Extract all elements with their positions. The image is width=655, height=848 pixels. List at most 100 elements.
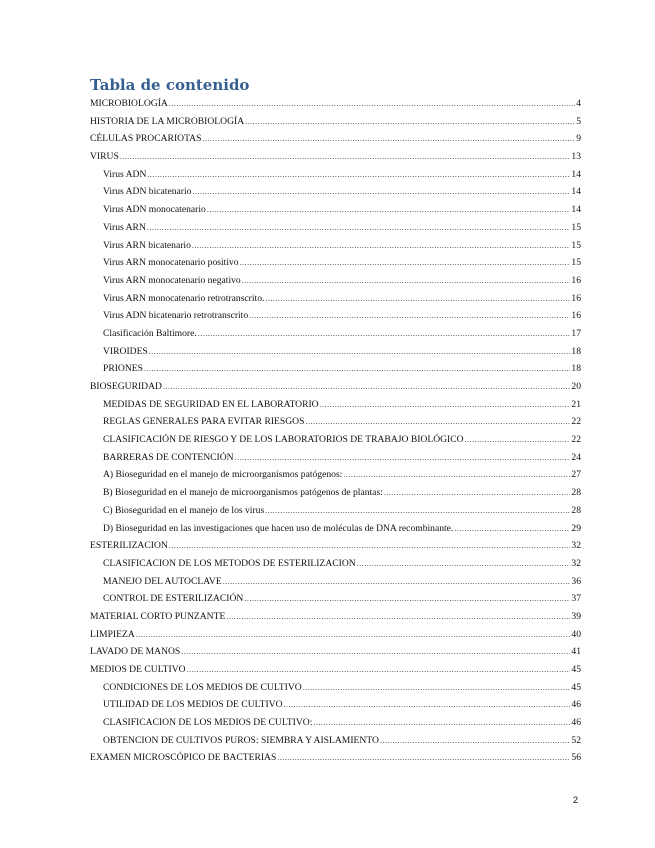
toc-entry[interactable]: Virus ARN monocatenario negativo 16: [90, 272, 581, 290]
toc-entry[interactable]: Virus ADN bicatenario retrotranscrito 16: [90, 307, 581, 325]
toc-entry-title: CLASIFICACION DE LOS METODOS DE ESTERILI…: [103, 557, 356, 569]
dot-leader: [284, 696, 571, 714]
toc-entry[interactable]: Virus ARN monocatenario positivo 15: [90, 254, 581, 272]
dot-leader: [147, 166, 570, 184]
toc-entry-page: 14: [571, 186, 581, 198]
toc-entry[interactable]: MICROBIOLOGÍA 4: [90, 95, 581, 113]
toc-entry-title: Virus ADN bicatenario retrotranscrito: [103, 310, 249, 322]
toc-entry-title: Virus ADN bicatenario: [103, 186, 192, 198]
toc-entry[interactable]: VIRUS 13: [90, 148, 581, 166]
toc-entry-page: 28: [571, 504, 581, 516]
toc-entry-title: UTILIDAD DE LOS MEDIOS DE CULTIVO: [103, 699, 283, 711]
toc-entry-page: 14: [571, 168, 581, 180]
toc-entry-title: C) Bioseguridad en el manejo de los viru…: [103, 504, 265, 516]
toc-entry-title: Virus ADN monocatenario: [103, 204, 206, 216]
toc-entry[interactable]: BARRERAS DE CONTENCIÓN 24: [90, 449, 581, 467]
toc-entry[interactable]: Virus ADN monocatenario 14: [90, 201, 581, 219]
toc-entry-title: MICROBIOLOGÍA: [90, 98, 168, 109]
toc-entry[interactable]: Virus ADN 14: [90, 166, 581, 184]
dot-leader: [242, 272, 571, 290]
toc-entry[interactable]: B) Bioseguridad en el manejo de microorg…: [90, 484, 581, 502]
toc-entry-title: Virus ARN bicatenario: [103, 239, 191, 251]
toc-entry-page: 41: [571, 646, 581, 658]
toc-entry-page: 56: [571, 752, 581, 764]
toc-entry[interactable]: VIROIDES 18: [90, 343, 581, 361]
toc-entry-page: 32: [571, 540, 581, 552]
toc-entry-page: 40: [571, 628, 581, 640]
dot-leader: [163, 378, 570, 396]
toc-entry-title: LIMPIEZA: [90, 628, 135, 640]
toc-entry-page: 45: [571, 681, 581, 693]
dot-leader: [147, 219, 571, 237]
toc-entry-title: CONDICIONES DE LOS MEDIOS DE CULTIVO: [103, 681, 302, 693]
toc-entry[interactable]: MEDIOS DE CULTIVO 45: [90, 661, 581, 679]
toc-entry[interactable]: Clasificación Baltimore. 17: [90, 325, 581, 343]
toc-entry[interactable]: MANEJO DEL AUTOCLAVE 36: [90, 573, 581, 591]
toc-entry-page: 13: [571, 151, 581, 163]
toc-entry-title: CLASIFICACION DE LOS MEDIOS DE CULTIVO:: [103, 717, 313, 729]
toc-entry[interactable]: CLASIFICACION DE LOS MEDIOS DE CULTIVO: 4…: [90, 714, 581, 732]
toc-entry-page: 22: [571, 434, 581, 446]
toc-entry-page: 24: [571, 451, 581, 463]
toc-entry-title: MANEJO DEL AUTOCLAVE: [103, 575, 222, 587]
toc-entry-page: 39: [571, 610, 581, 622]
toc-entry-title: CLASIFICACIÓN DE RIESGO Y DE LOS LABORAT…: [103, 434, 464, 446]
toc-entry-page: 4: [576, 98, 581, 109]
toc-entry-page: 18: [571, 363, 581, 375]
toc-entry[interactable]: Virus ARN monocatenario retrotranscrito.…: [90, 290, 581, 308]
toc-entry[interactable]: Virus ARN bicatenario 15: [90, 237, 581, 255]
toc-entry-title: Virus ARN monocatenario negativo: [103, 274, 241, 286]
toc-entry[interactable]: CLASIFICACIÓN DE RIESGO Y DE LOS LABORAT…: [90, 431, 581, 449]
toc-entry[interactable]: A) Bioseguridad en el manejo de microorg…: [90, 466, 581, 484]
toc-entry[interactable]: CÉLULAS PROCARIOTAS 9: [90, 130, 581, 148]
toc-entry[interactable]: MATERIAL CORTO PUNZANTE 39: [90, 608, 581, 626]
dot-leader: [149, 343, 571, 361]
toc-entry-page: 46: [571, 717, 581, 729]
dot-leader: [357, 555, 571, 573]
toc-entry-title: ESTERILIZACION: [90, 540, 168, 552]
toc-entry-title: CONTROL DE ESTERILIZACIÓN: [103, 593, 244, 605]
dot-leader: [245, 113, 575, 131]
toc-entry[interactable]: BIOSEGURIDAD 20: [90, 378, 581, 396]
toc-entry-title: REGLAS GENERALES PARA EVITAR RIESGOS: [103, 416, 305, 428]
toc-entry[interactable]: OBTENCION DE CULTIVOS PUROS: SIEMBRA Y A…: [90, 732, 581, 750]
dot-leader: [226, 608, 570, 626]
toc-entry-title: D) Bioseguridad en las investigaciones q…: [103, 522, 454, 534]
toc-entry-page: 5: [576, 115, 581, 127]
toc-entry[interactable]: UTILIDAD DE LOS MEDIOS DE CULTIVO 46: [90, 696, 581, 714]
toc-entry[interactable]: LIMPIEZA 40: [90, 626, 581, 644]
dot-leader: [265, 502, 570, 520]
toc-entry[interactable]: D) Bioseguridad en las investigaciones q…: [90, 520, 581, 538]
toc-entry[interactable]: CONDICIONES DE LOS MEDIOS DE CULTIVO 45: [90, 679, 581, 697]
toc-entry[interactable]: EXAMEN MICROSCÓPICO DE BACTERIAS 56: [90, 749, 581, 767]
toc-entry[interactable]: LAVADO DE MANOS 41: [90, 643, 581, 661]
toc-entry-page: 28: [571, 487, 581, 499]
toc-entry[interactable]: MEDIDAS DE SEGURIDAD EN EL LABORATORIO 21: [90, 396, 581, 414]
dot-leader: [249, 307, 570, 325]
toc-entry-title: HISTORIA DE LA MICROBIOLOGÍA: [90, 115, 245, 127]
dot-leader: [192, 183, 570, 201]
toc-entry-page: 32: [571, 557, 581, 569]
toc-entry[interactable]: REGLAS GENERALES PARA EVITAR RIESGOS 22: [90, 413, 581, 431]
toc-entry[interactable]: ESTERILIZACION 32: [90, 537, 581, 555]
toc-entry-page: 15: [571, 257, 581, 269]
dot-leader: [169, 537, 571, 555]
toc-entry[interactable]: Virus ARN 15: [90, 219, 581, 237]
toc-entry[interactable]: PRIONES 18: [90, 360, 581, 378]
toc-entry[interactable]: HISTORIA DE LA MICROBIOLOGÍA 5: [90, 113, 581, 131]
toc-entry-title: MEDIDAS DE SEGURIDAD EN EL LABORATORIO: [103, 398, 319, 410]
toc-entry[interactable]: CLASIFICACION DE LOS METODOS DE ESTERILI…: [90, 555, 581, 573]
dot-leader: [202, 130, 575, 148]
toc-entry-title: Clasificación Baltimore.: [103, 327, 197, 339]
toc-entry[interactable]: CONTROL DE ESTERILIZACIÓN 37: [90, 590, 581, 608]
dot-leader: [313, 714, 570, 732]
toc-entry[interactable]: Virus ADN bicatenario 14: [90, 183, 581, 201]
toc-entry-title: A) Bioseguridad en el manejo de microorg…: [103, 469, 343, 481]
toc-entry-page: 21: [571, 398, 581, 410]
toc-entry-page: 36: [571, 575, 581, 587]
toc-entry-title: BIOSEGURIDAD: [90, 381, 162, 392]
toc-entry[interactable]: C) Bioseguridad en el manejo de los viru…: [90, 502, 581, 520]
toc-entry-title: B) Bioseguridad en el manejo de microorg…: [103, 487, 383, 499]
toc-entry-page: 15: [571, 239, 581, 251]
toc-entry-title: BARRERAS DE CONTENCIÓN: [103, 451, 234, 463]
